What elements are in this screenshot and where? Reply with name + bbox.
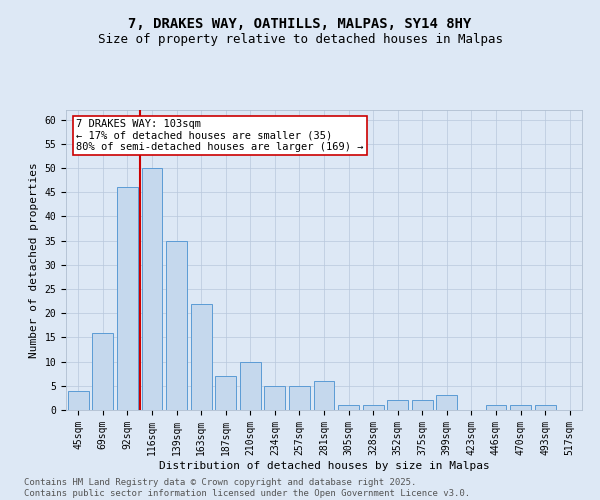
Bar: [215, 376, 236, 410]
Bar: [510, 405, 531, 410]
X-axis label: Distribution of detached houses by size in Malpas: Distribution of detached houses by size …: [158, 460, 490, 470]
Bar: [191, 304, 212, 410]
Bar: [362, 405, 383, 410]
Text: Contains HM Land Registry data © Crown copyright and database right 2025.
Contai: Contains HM Land Registry data © Crown c…: [24, 478, 470, 498]
Bar: [338, 405, 359, 410]
Bar: [314, 381, 334, 410]
Bar: [166, 240, 187, 410]
Text: Size of property relative to detached houses in Malpas: Size of property relative to detached ho…: [97, 32, 503, 46]
Bar: [142, 168, 163, 410]
Bar: [240, 362, 261, 410]
Bar: [92, 332, 113, 410]
Text: 7, DRAKES WAY, OATHILLS, MALPAS, SY14 8HY: 7, DRAKES WAY, OATHILLS, MALPAS, SY14 8H…: [128, 18, 472, 32]
Bar: [436, 396, 457, 410]
Bar: [117, 188, 138, 410]
Bar: [485, 405, 506, 410]
Bar: [412, 400, 433, 410]
Bar: [535, 405, 556, 410]
Bar: [289, 386, 310, 410]
Bar: [265, 386, 286, 410]
Bar: [68, 390, 89, 410]
Bar: [387, 400, 408, 410]
Text: 7 DRAKES WAY: 103sqm
← 17% of detached houses are smaller (35)
80% of semi-detac: 7 DRAKES WAY: 103sqm ← 17% of detached h…: [76, 119, 364, 152]
Y-axis label: Number of detached properties: Number of detached properties: [29, 162, 39, 358]
